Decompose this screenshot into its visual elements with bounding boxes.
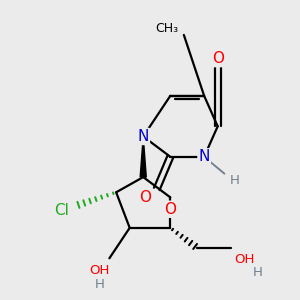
Text: H: H	[253, 266, 262, 279]
Text: O: O	[164, 202, 176, 217]
Text: Cl: Cl	[55, 203, 69, 218]
Text: OH: OH	[89, 264, 110, 277]
Text: O: O	[212, 51, 224, 66]
Text: N: N	[137, 129, 149, 144]
Text: H: H	[230, 174, 239, 187]
Text: CH₃: CH₃	[155, 22, 178, 35]
Text: OH: OH	[235, 254, 255, 266]
Text: H: H	[94, 278, 104, 291]
Text: N: N	[199, 149, 210, 164]
Text: O: O	[139, 190, 151, 205]
Polygon shape	[140, 136, 146, 177]
